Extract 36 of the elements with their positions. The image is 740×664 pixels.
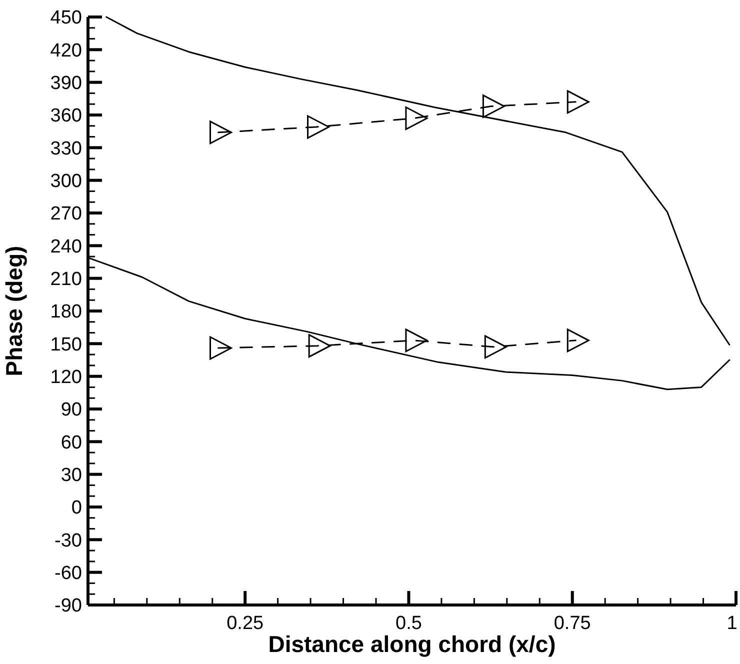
x-tick-label: 0.25 [226, 613, 264, 634]
y-tick-label: 150 [50, 334, 82, 356]
y-tick-label: 0 [71, 498, 82, 519]
y-tick-label: 30 [60, 464, 82, 486]
point [405, 106, 428, 130]
y-tick-label: 390 [50, 72, 82, 94]
y-tick-label: -60 [54, 562, 82, 584]
point [307, 115, 330, 139]
x-tick-label: 1 [726, 613, 738, 634]
point [308, 334, 331, 358]
point [566, 90, 590, 114]
point [210, 336, 232, 360]
x-tick-label: 0.5 [396, 613, 422, 634]
y-tick-label: 60 [60, 432, 82, 454]
point [484, 335, 507, 359]
point [482, 94, 505, 118]
y-tick-label: 210 [50, 268, 82, 290]
y-tick-label: -90 [54, 596, 82, 617]
y-tick-label: 450 [50, 8, 82, 29]
y-tick-label: -30 [54, 530, 82, 552]
y-axis-title: Phase (deg) [1, 246, 27, 376]
y-tick-label: 180 [50, 302, 82, 323]
line-series [106, 16, 730, 346]
y-tick-label: 240 [50, 236, 82, 258]
y-tick-label: 360 [50, 106, 82, 127]
point [210, 120, 232, 144]
y-tick-label: 90 [60, 400, 82, 421]
y-tick-label: 330 [50, 138, 82, 160]
x-axis-title: Distance along chord (x/c) [268, 631, 556, 657]
point [405, 328, 428, 352]
y-tick-label: 120 [50, 366, 82, 388]
x-tick-label: 0.75 [554, 613, 591, 634]
y-tick-label: 420 [50, 40, 82, 62]
y-tick-label: 300 [50, 170, 82, 192]
y-tick-label: 270 [50, 204, 82, 225]
point [566, 328, 590, 352]
